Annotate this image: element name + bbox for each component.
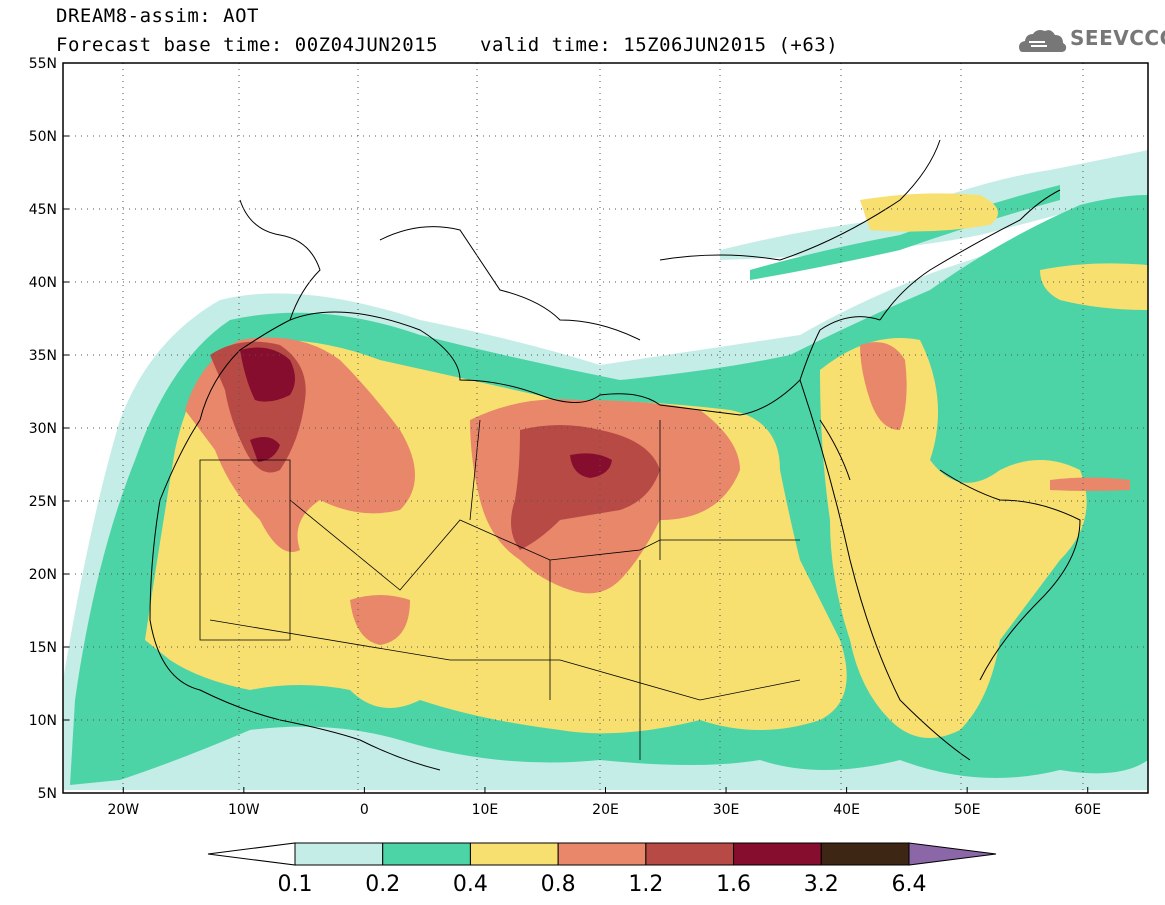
aot-field bbox=[63, 150, 1148, 790]
aot-level-1-6 bbox=[240, 347, 612, 478]
aot-level-0-8 bbox=[185, 337, 1130, 645]
colorbar-box bbox=[382, 842, 471, 866]
lat-label: 50N bbox=[29, 129, 57, 145]
graticule bbox=[63, 63, 1148, 793]
lon-label: 40E bbox=[833, 802, 860, 818]
cloud-logo-icon bbox=[1019, 30, 1067, 52]
colorbar-box bbox=[294, 842, 384, 866]
lon-label: 50E bbox=[954, 802, 981, 818]
lon-label: 0 bbox=[360, 802, 369, 818]
colorbar-box bbox=[645, 842, 735, 866]
logo-text: SEEVCCC bbox=[1070, 26, 1165, 50]
lat-label: 5N bbox=[38, 786, 57, 802]
colorbar-under-arrow bbox=[207, 842, 296, 866]
lon-label: 20W bbox=[107, 802, 139, 818]
lat-label: 30N bbox=[29, 421, 57, 437]
lon-label: 60E bbox=[1074, 802, 1101, 818]
lat-label: 55N bbox=[29, 56, 57, 72]
title-line-1: DREAM8-assim: AOT bbox=[56, 5, 259, 27]
lon-label: 20E bbox=[592, 802, 619, 818]
lon-label: 10W bbox=[228, 802, 260, 818]
colorbar-label: 0.8 bbox=[541, 872, 576, 897]
title-valid-time: valid time: 15Z06JUN2015 (+63) bbox=[480, 34, 839, 56]
colorbar-label: 0.1 bbox=[278, 872, 313, 897]
lat-label: 25N bbox=[29, 494, 57, 510]
lat-label: 15N bbox=[29, 640, 57, 656]
title-base-time: Forecast base time: 00Z04JUN2015 bbox=[56, 34, 439, 56]
colorbar: 0.1 0.2 0.4 0.8 1.2 1.6 3.2 6.4 bbox=[207, 842, 997, 897]
colorbar-box bbox=[733, 842, 822, 866]
coastlines bbox=[149, 139, 1081, 771]
aot-level-1-2 bbox=[210, 341, 660, 550]
colorbar-label: 1.2 bbox=[628, 872, 663, 897]
colorbar-label: 3.2 bbox=[804, 872, 839, 897]
colorbar-label: 0.2 bbox=[365, 872, 400, 897]
lat-label: 10N bbox=[29, 713, 57, 729]
lon-label: 10E bbox=[472, 802, 499, 818]
lat-label: 45N bbox=[29, 202, 57, 218]
colorbar-label: 1.6 bbox=[716, 872, 751, 897]
lat-label: 40N bbox=[29, 275, 57, 291]
colorbar-label: 6.4 bbox=[892, 872, 927, 897]
lat-label: 20N bbox=[29, 567, 57, 583]
lat-label: 35N bbox=[29, 348, 57, 364]
colorbar-box bbox=[469, 842, 559, 866]
colorbar-label: 0.4 bbox=[453, 872, 488, 897]
colorbar-box bbox=[820, 842, 910, 866]
colorbar-box bbox=[557, 842, 647, 866]
colorbar-over-arrow bbox=[908, 842, 997, 866]
lon-label: 30E bbox=[713, 802, 740, 818]
